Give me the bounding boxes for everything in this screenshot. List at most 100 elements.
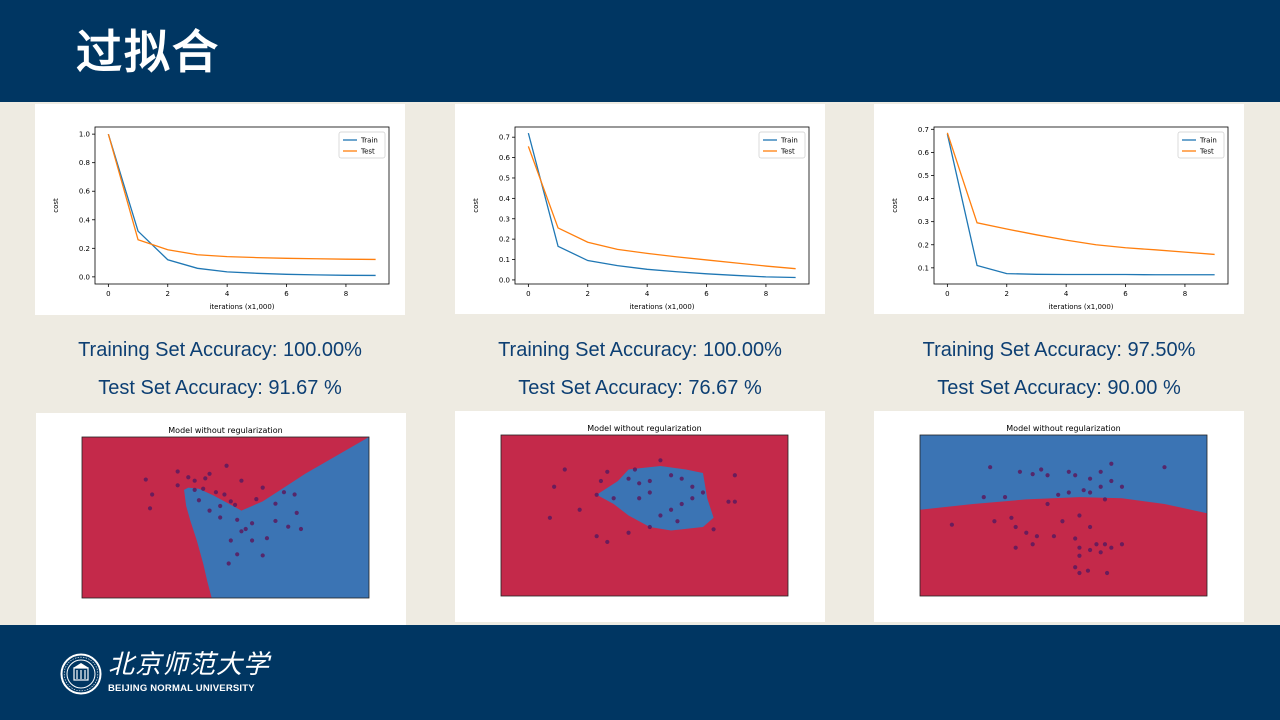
data-point xyxy=(1066,469,1071,474)
data-point xyxy=(637,496,642,501)
x-tick-label: 0 xyxy=(945,290,949,298)
chart-title: Model without regularization xyxy=(587,424,701,433)
train-accuracy-3: Training Set Accuracy: 97.50% xyxy=(922,339,1196,361)
data-point xyxy=(192,487,197,492)
x-axis-label: iterations (x1,000) xyxy=(629,303,694,311)
data-point xyxy=(679,501,684,507)
data-point xyxy=(1077,553,1082,558)
data-point xyxy=(292,492,297,497)
y-tick-label: 0.0 xyxy=(499,276,510,284)
chart-title: Model without regularization xyxy=(1006,424,1120,433)
data-point xyxy=(1066,490,1071,495)
data-point xyxy=(1009,515,1014,520)
data-point xyxy=(1098,550,1103,555)
data-point xyxy=(196,498,202,503)
data-point xyxy=(552,484,557,489)
y-tick-label: 0.7 xyxy=(918,126,929,134)
data-point xyxy=(213,490,219,495)
data-point xyxy=(679,476,684,481)
data-point xyxy=(594,492,599,497)
y-tick-label: 0.1 xyxy=(499,256,510,264)
data-point xyxy=(711,527,716,532)
data-point xyxy=(1039,467,1044,472)
data-point xyxy=(647,524,652,530)
data-point xyxy=(605,539,610,545)
cost-chart-panel-1: 0.0 0.2 0.4 0.6 0.8 1.0 0 2 4 6 8 iterations (x1,00… xyxy=(35,104,405,315)
data-point xyxy=(239,478,244,483)
data-point xyxy=(594,534,599,539)
data-point xyxy=(232,502,238,507)
x-tick-label: 6 xyxy=(704,290,709,298)
data-point xyxy=(218,515,223,520)
x-tick-label: 6 xyxy=(284,290,289,298)
data-point xyxy=(1017,469,1023,474)
data-point xyxy=(1013,545,1018,550)
x-tick-label: 4 xyxy=(225,290,230,298)
cost-chart-1: 0.0 0.2 0.4 0.6 0.8 1.0 0 2 4 6 8 iterations (x1,00… xyxy=(52,126,390,311)
x-tick-label: 6 xyxy=(1123,290,1128,298)
data-point xyxy=(147,506,153,511)
cost-chart-3: 0.1 0.2 0.3 0.4 0.5 0.6 0.7 0 2 4 6 8 iterations (x1… xyxy=(891,126,1229,311)
footer-bar: 北京师范大学 BEIJING NORMAL UNIVERSITY xyxy=(0,625,1280,720)
y-tick-label: 0.2 xyxy=(499,236,510,244)
data-point xyxy=(186,475,191,480)
data-point xyxy=(239,529,244,534)
cost-chart-2: 0.0 0.1 0.2 0.3 0.4 0.5 0.6 0.7 0 2 4 6 8 iterations … xyxy=(472,126,810,311)
data-point xyxy=(175,483,180,488)
data-point xyxy=(562,467,567,472)
plot-frame xyxy=(500,434,789,597)
data-point xyxy=(203,476,208,481)
cost-chart-panel-2: 0.0 0.1 0.2 0.3 0.4 0.5 0.6 0.7 0 2 4 6 8 iterations … xyxy=(455,104,825,314)
data-point xyxy=(668,507,674,512)
y-tick-label: 0.7 xyxy=(499,134,510,142)
test-accuracy-1: Test Set Accuracy: 91.67 % xyxy=(98,377,342,399)
series-line-train xyxy=(946,133,1215,276)
y-tick-label: 0.2 xyxy=(79,245,90,253)
legend-label: Test xyxy=(780,148,795,156)
plot-frame xyxy=(933,126,1229,285)
data-point xyxy=(949,522,954,527)
data-point xyxy=(294,510,299,515)
data-point xyxy=(1045,473,1050,478)
series-line-train xyxy=(107,133,376,277)
test-accuracy-2: Test Set Accuracy: 76.67 % xyxy=(518,377,762,399)
data-point xyxy=(1162,465,1167,470)
blue-region-inner xyxy=(596,466,714,531)
y-axis-label: cost xyxy=(891,198,899,213)
data-point xyxy=(1013,524,1018,530)
data-point xyxy=(981,495,986,500)
y-tick-label: 0.6 xyxy=(499,154,511,162)
data-point xyxy=(1073,473,1078,478)
data-point xyxy=(668,473,674,478)
data-point xyxy=(1085,568,1091,573)
data-point xyxy=(218,503,223,509)
data-point xyxy=(732,473,737,478)
data-point xyxy=(988,465,993,470)
data-point xyxy=(626,530,631,535)
series-line-train xyxy=(527,132,796,279)
data-point xyxy=(249,538,255,543)
data-point xyxy=(260,553,265,558)
data-point xyxy=(286,524,291,529)
series-line-test xyxy=(107,133,376,261)
x-tick-label: 8 xyxy=(764,290,768,298)
x-tick-label: 2 xyxy=(166,290,170,298)
data-point xyxy=(700,490,706,495)
slide-title: 过拟合 xyxy=(76,25,220,79)
y-tick-label: 0.2 xyxy=(918,241,929,249)
chart-title: Model without regularization xyxy=(168,426,282,435)
data-point xyxy=(1051,534,1057,539)
data-point xyxy=(577,507,582,512)
data-point xyxy=(150,492,155,497)
y-axis-label: cost xyxy=(472,198,480,213)
data-point xyxy=(260,485,265,490)
data-point xyxy=(1073,536,1078,541)
legend-label: Train xyxy=(360,137,378,145)
data-point xyxy=(1119,542,1125,547)
data-point xyxy=(1087,547,1093,553)
data-point xyxy=(1077,513,1082,518)
data-point xyxy=(264,536,270,541)
y-tick-label: 0.4 xyxy=(79,216,91,224)
red-region xyxy=(920,497,1207,596)
legend-label: Test xyxy=(360,148,375,156)
